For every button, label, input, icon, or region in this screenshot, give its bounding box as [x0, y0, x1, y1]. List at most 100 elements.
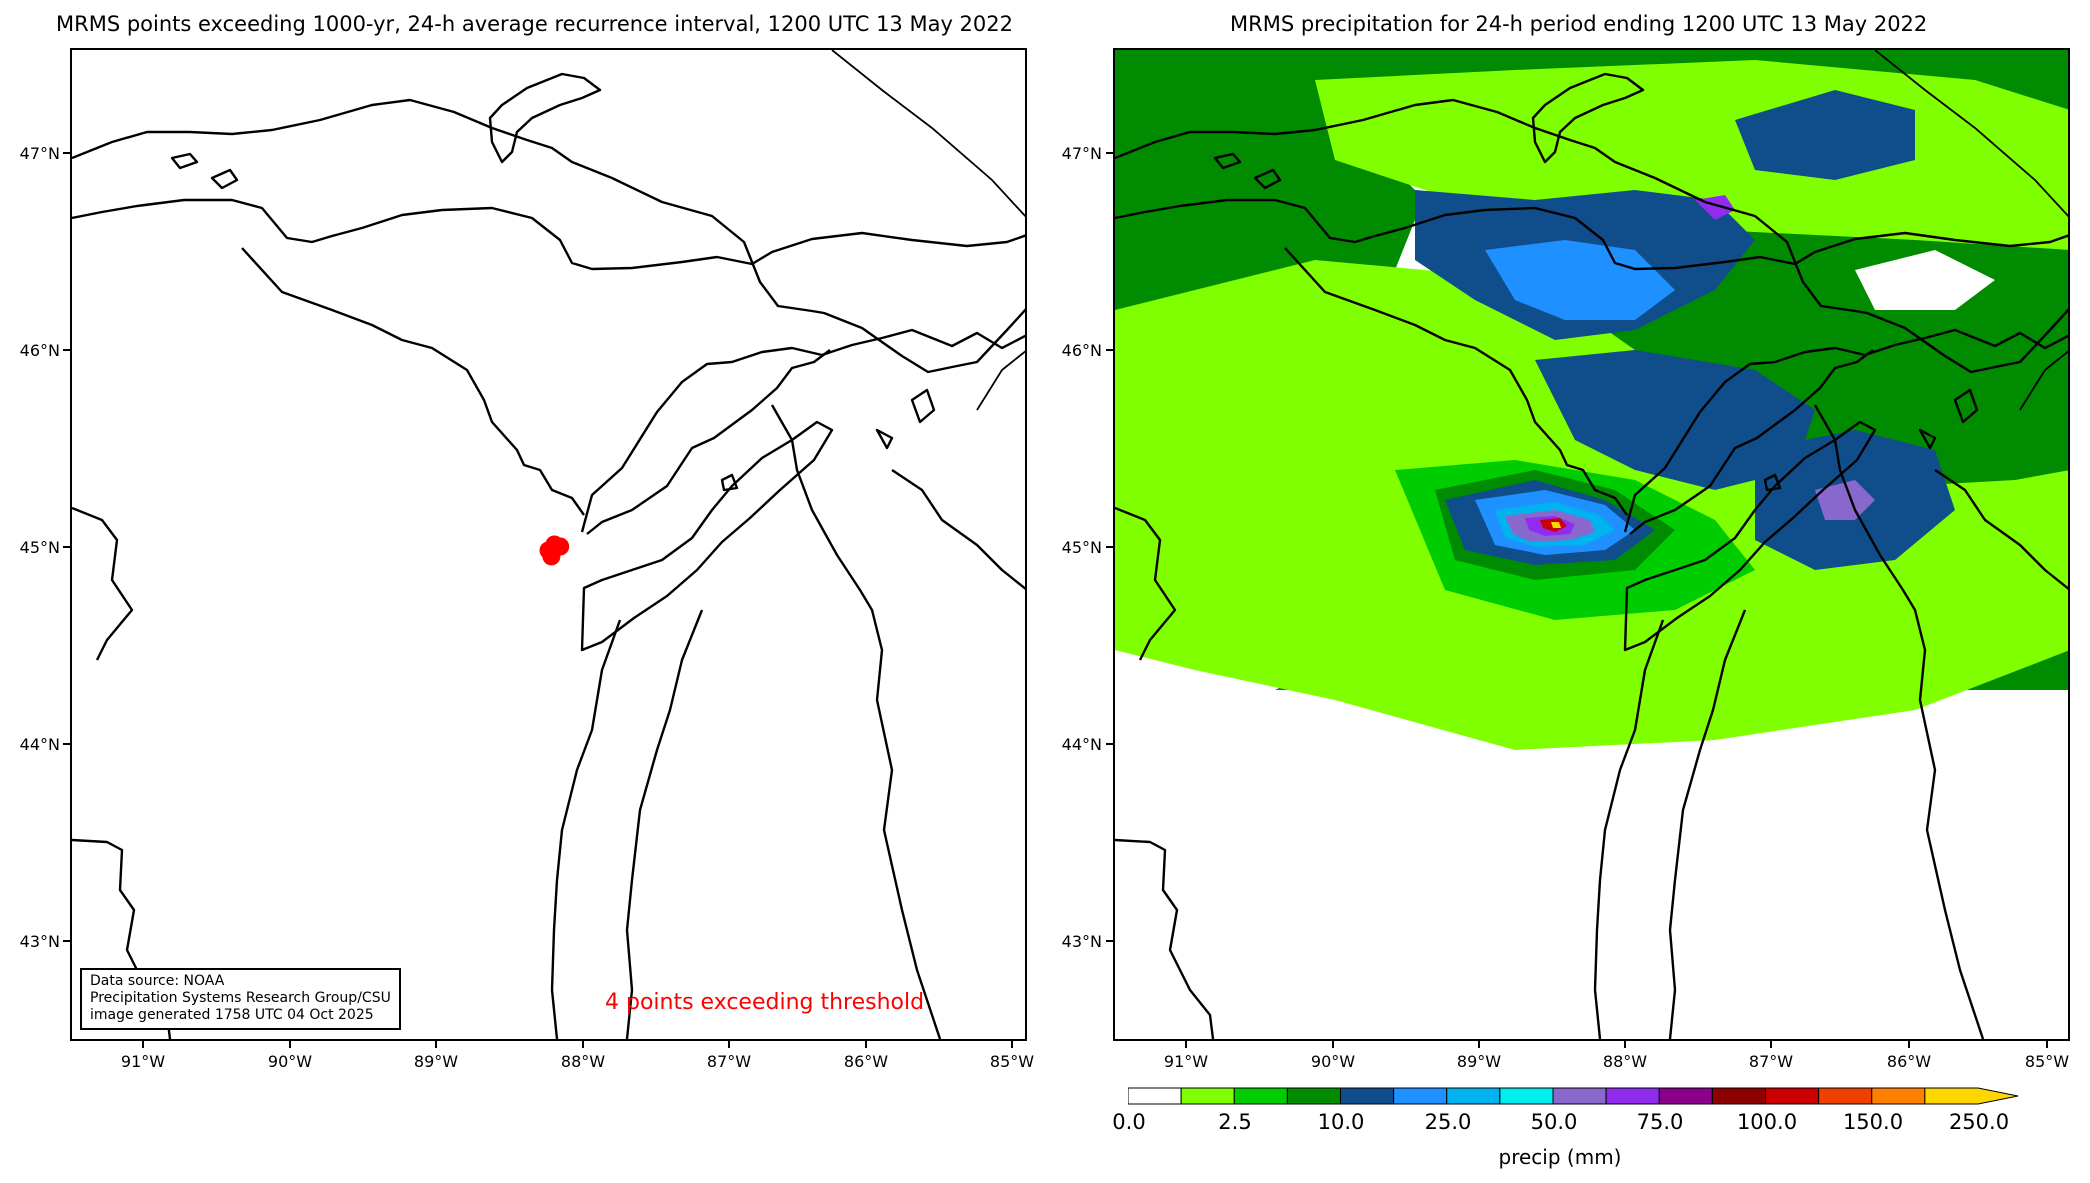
left-canada-border	[831, 50, 1025, 218]
source-line-3: image generated 1758 UTC 04 Oct 2025	[90, 1007, 374, 1023]
right-lon-tick-0	[1185, 1041, 1187, 1048]
precip-region-14	[1535, 350, 1815, 490]
left-lat-label-46: 46°N	[19, 341, 60, 360]
right-lat-label-45: 45°N	[1061, 538, 1102, 557]
precip-region-18	[1485, 240, 1675, 320]
exceed-point-4	[542, 547, 561, 566]
left-lon-tick-2	[435, 1041, 437, 1048]
left-wisconsin-lakeshore	[550, 619, 622, 1039]
precip-region-24	[1815, 480, 1875, 520]
right-lon-tick-1	[1332, 1041, 1334, 1048]
left-lat-label-43: 43°N	[19, 932, 60, 951]
right-up-wisconsin-border	[1284, 247, 1628, 516]
left-lon-tick-3	[582, 1041, 584, 1048]
left-lat-tick-1	[63, 349, 70, 351]
right-beaver-island	[1953, 388, 1979, 424]
right-lon-label-87: 87°W	[1748, 1052, 1794, 1071]
right-lon-tick-3	[1624, 1041, 1626, 1048]
right-lat-tick-0	[1106, 152, 1113, 154]
cbar-tick-2: 10.0	[1317, 1110, 1365, 1134]
right-michigan-west-shore	[1668, 609, 1747, 1039]
left-lon-label-91: 91°W	[120, 1052, 166, 1071]
right-michigan-lp-shore	[1813, 404, 1985, 1039]
right-minnesota-border	[1115, 506, 1177, 661]
left-ontario-border	[976, 350, 1025, 411]
right-lat-label-47: 47°N	[1061, 144, 1102, 163]
exceedance-points	[539, 535, 570, 566]
left-door-peninsula	[580, 420, 834, 652]
cbar-tick-7: 150.0	[1842, 1110, 1904, 1134]
colorbar	[1128, 1087, 2019, 1105]
left-map-canvas	[72, 50, 1025, 1039]
left-lat-label-47: 47°N	[19, 144, 60, 163]
left-green-bay-islands	[720, 473, 739, 492]
left-lon-label-85: 85°W	[989, 1052, 1035, 1071]
right-lat-tick-3	[1106, 743, 1113, 745]
left-up-wisconsin-border	[241, 247, 585, 516]
left-lon-tick-5	[865, 1041, 867, 1048]
cbar-segment-5	[1393, 1087, 1448, 1105]
left-green-bay-shore	[586, 349, 831, 535]
right-lon-label-86: 86°W	[1886, 1052, 1932, 1071]
colorbar-label: precip (mm)	[1498, 1145, 1622, 1169]
left-lat-label-45: 45°N	[19, 538, 60, 557]
right-map-title: MRMS precipitation for 24-h period endin…	[1230, 12, 1928, 36]
right-lon-label-88: 88°W	[1602, 1052, 1648, 1071]
left-michigan-lp-shore	[770, 404, 942, 1039]
right-green-bay-islands	[1763, 473, 1782, 492]
left-superior-south-shore	[72, 198, 1025, 271]
right-door-peninsula	[1623, 420, 1877, 652]
left-lon-label-89: 89°W	[413, 1052, 459, 1071]
left-lat-label-44: 44°N	[19, 735, 60, 754]
cbar-tick-6: 100.0	[1736, 1110, 1798, 1134]
cbar-segment-0	[1128, 1087, 1182, 1105]
left-lon-tick-1	[289, 1041, 291, 1048]
left-state-borders	[831, 50, 1025, 411]
cbar-tick-5: 75.0	[1636, 1110, 1684, 1134]
left-manitoulin-edge	[875, 428, 894, 450]
right-lon-tick-4	[1770, 1041, 1772, 1048]
cbar-tick-0: 0.0	[1112, 1110, 1146, 1134]
left-lon-tick-6	[1011, 1041, 1013, 1048]
left-minnesota-border	[72, 506, 134, 661]
precip-region-4	[1115, 690, 2068, 1039]
right-apostle-islands	[1253, 168, 1282, 190]
left-lon-tick-0	[142, 1041, 144, 1048]
cbar-tick-8: 250.0	[1948, 1110, 2010, 1134]
left-lon-label-86: 86°W	[843, 1052, 889, 1071]
precip-region-16	[1735, 90, 1915, 180]
left-lon-label-87: 87°W	[706, 1052, 752, 1071]
left-map-panel	[70, 48, 1027, 1041]
cbar-segment-12	[1765, 1087, 1820, 1105]
left-lon-label-90: 90°W	[267, 1052, 313, 1071]
cbar-segment-7	[1499, 1087, 1554, 1105]
cbar-segment-4	[1340, 1087, 1395, 1105]
cbar-segment-14	[1871, 1087, 1926, 1105]
cbar-segment-13	[1818, 1087, 1873, 1105]
left-upper-peninsula-lakeshore	[580, 328, 1025, 533]
right-lat-label-43: 43°N	[1061, 932, 1102, 951]
left-michigan-west-shore	[625, 609, 704, 1039]
cbar-segment-1	[1180, 1087, 1235, 1105]
cbar-segment-3	[1286, 1087, 1341, 1105]
cbar-segment-9	[1605, 1087, 1660, 1105]
right-canada-border	[1874, 50, 2068, 218]
left-keweenaw-peninsula	[488, 72, 602, 164]
left-lat-tick-0	[63, 152, 70, 154]
right-upper-peninsula-lakeshore	[1623, 328, 2068, 533]
right-lon-tick-2	[1478, 1041, 1480, 1048]
cbar-segment-8	[1552, 1087, 1607, 1105]
right-map-panel	[1113, 48, 2070, 1041]
right-coastlines	[1115, 72, 2068, 1039]
cbar-segment-15	[1924, 1087, 2019, 1105]
right-green-bay-shore	[1629, 349, 1874, 535]
left-lat-tick-2	[63, 546, 70, 548]
precip-region-7	[1855, 250, 1995, 310]
cbar-segment-11	[1711, 1087, 1766, 1105]
right-iowa-border	[1115, 838, 1215, 1039]
right-lon-label-90: 90°W	[1310, 1052, 1356, 1071]
cbar-tick-4: 50.0	[1530, 1110, 1578, 1134]
exceed-count-text: 4 points exceeding threshold	[605, 990, 925, 1015]
right-superior-south-shore	[1115, 198, 2068, 271]
left-lake-superior-shore	[72, 98, 1025, 374]
